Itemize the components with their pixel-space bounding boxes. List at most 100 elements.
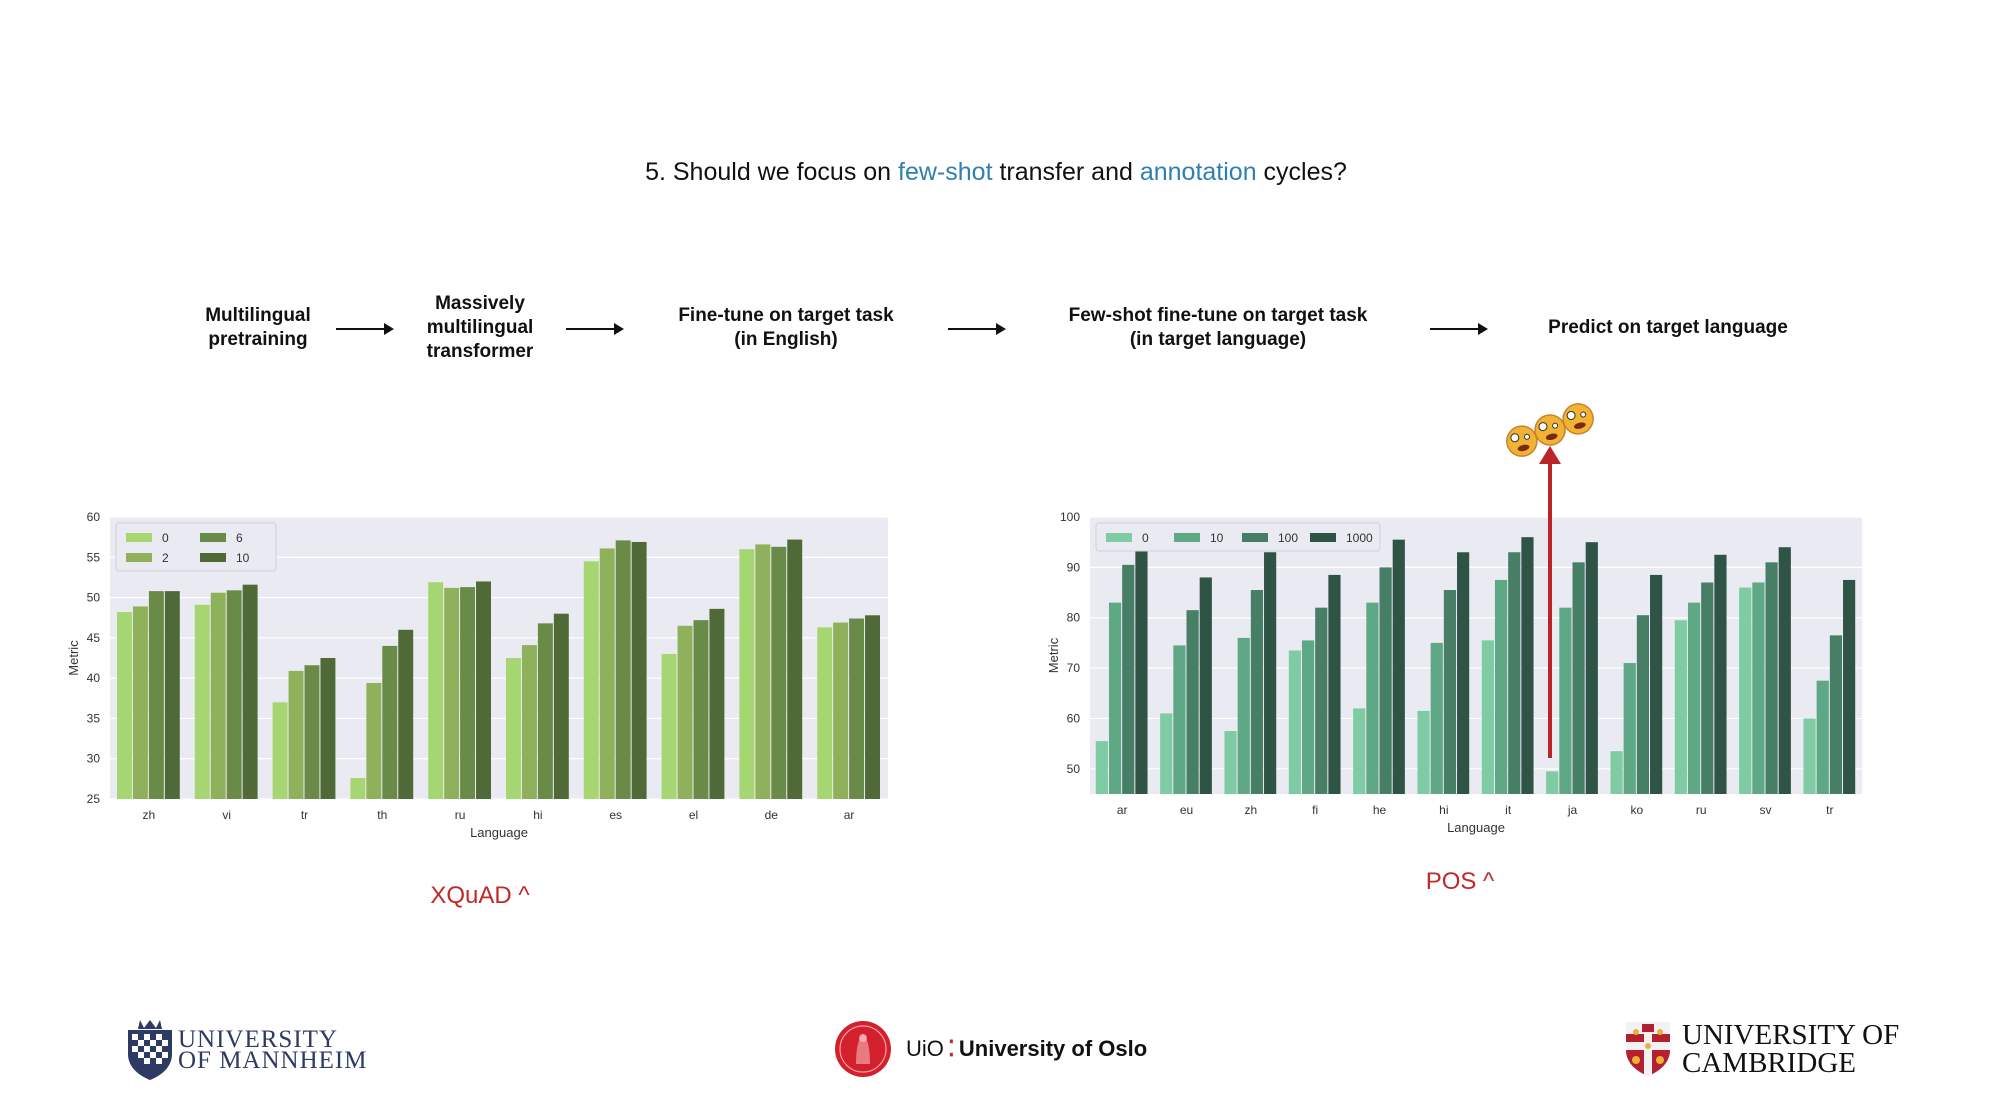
bar-th-2	[366, 682, 382, 799]
university-of-oslo-logo: UiO ⁚ University of Oslo	[834, 1020, 1147, 1078]
x-axis-label: Language	[1447, 820, 1505, 835]
bar-it-0	[1481, 640, 1494, 794]
bar-hi-0	[1417, 710, 1430, 794]
bar-ru-10	[1687, 602, 1701, 794]
pos-chart: 50 60 70 80 90 100 ar eu zh fi he hi it ja ko ru sv tr Lan…	[1032, 505, 1882, 850]
x-tick-label: it	[1505, 803, 1512, 817]
bar-th-6	[382, 645, 398, 799]
x-tick-label: ru	[455, 808, 466, 822]
y-tick-label: 30	[87, 752, 101, 766]
bar-es-2	[599, 548, 615, 799]
step-3-line-1: Fine-tune on target task	[678, 305, 894, 326]
cambridge-wordmark: UNIVERSITY OF CAMBRIDGE	[1682, 1019, 1900, 1079]
bar-sv-0	[1739, 587, 1752, 794]
oslo-short-name: UiO	[906, 1036, 944, 1061]
bar-zh-1000	[1264, 552, 1277, 794]
pipeline-step-3: Fine-tune on target task (in English)	[678, 304, 893, 352]
bar-tr-0	[1803, 718, 1816, 794]
pipeline-step-1: Multilingual pretraining	[205, 304, 311, 352]
step-5-line-1: Predict on target language	[1548, 317, 1788, 338]
x-tick-label: el	[689, 808, 698, 822]
oslo-wordmark: UiO ⁚ University of Oslo	[906, 1036, 1147, 1062]
legend-swatch	[1174, 533, 1200, 542]
x-tick-label: th	[377, 808, 387, 822]
y-tick-label: 40	[87, 671, 101, 685]
y-axis-label: Metric	[1046, 637, 1061, 673]
cambridge-line-1: UNIVERSITY OF	[1682, 1019, 1900, 1051]
bar-vi-6	[226, 590, 242, 799]
bar-hi-6	[537, 623, 553, 799]
bar-el-0	[661, 653, 677, 799]
bar-eu-1000	[1199, 577, 1212, 794]
slide-title: 5. Should we focus on few-shot transfer …	[0, 158, 1992, 187]
bar-sv-10	[1752, 582, 1765, 794]
bar-de-10	[787, 539, 803, 799]
cambridge-line-2: CAMBRIDGE	[1682, 1047, 1857, 1079]
bar-fi-100	[1315, 607, 1328, 794]
chart-legend: 0 2 6 10	[115, 522, 277, 572]
title-prefix: 5. Should we focus on	[645, 158, 899, 186]
bar-ar-10	[865, 615, 880, 799]
bar-it-100	[1508, 552, 1521, 794]
title-highlight-annotation: annotation	[1139, 158, 1257, 186]
bar-zh-0	[117, 612, 132, 799]
bar-ar-10	[1108, 602, 1122, 794]
x-tick-label: ru	[1696, 803, 1707, 817]
bar-ja-100	[1572, 562, 1585, 794]
xquad-caption: XQuAD ^	[430, 882, 530, 909]
x-axis-label: Language	[470, 825, 528, 840]
y-tick-label: 60	[87, 510, 101, 524]
y-tick-label: 60	[1067, 711, 1081, 725]
x-tick-label: tr	[1826, 803, 1833, 817]
bar-fi-1000	[1328, 574, 1341, 794]
bar-ja-1000	[1585, 542, 1598, 794]
bar-zh-10	[164, 591, 180, 799]
oslo-seal-icon	[835, 1021, 891, 1077]
bar-eu-0	[1160, 713, 1173, 794]
bar-fi-10	[1301, 640, 1315, 794]
bar-sv-1000	[1778, 547, 1791, 794]
step-2-line-3: transformer	[426, 341, 534, 362]
bar-zh-100	[1250, 590, 1264, 794]
pipeline-step-4: Few-shot fine-tune on target task (in ta…	[1069, 304, 1368, 352]
bar-zh-0	[1224, 731, 1237, 794]
x-tick-label: hi	[1439, 803, 1448, 817]
bar-tr-100	[1829, 635, 1843, 794]
bar-he-0	[1353, 708, 1366, 794]
bar-th-10	[398, 629, 414, 799]
legend-label: 0	[162, 531, 169, 545]
x-tick-label: ja	[1567, 803, 1578, 817]
oslo-full-name: University of Oslo	[958, 1036, 1148, 1061]
legend-label: 1000	[1346, 531, 1373, 545]
bar-hi-10	[553, 613, 569, 799]
bar-tr-6	[304, 665, 320, 799]
y-tick-label: 45	[87, 631, 101, 645]
y-axis-label: Metric	[66, 640, 81, 676]
legend-box	[115, 522, 277, 572]
bar-tr-10	[1816, 680, 1829, 794]
bar-ru-10	[476, 581, 491, 799]
bar-ko-10	[1623, 663, 1636, 794]
bar-tr-10	[320, 658, 336, 799]
bar-zh-2	[132, 606, 148, 799]
bar-el-2	[677, 625, 693, 799]
pipeline-arrow-4	[1430, 323, 1488, 335]
chart-legend: 0 10 100 1000	[1095, 522, 1381, 552]
xquad-chart: 25 30 35 40 45 50 55 60 zh vi tr th ru hi es el de ar Lang…	[50, 505, 910, 850]
bar-fi-0	[1288, 650, 1301, 794]
y-tick-label: 25	[87, 792, 101, 806]
bar-ru-0	[1674, 620, 1687, 794]
pipeline-step-2: Massively multilingual transformer	[427, 292, 534, 364]
bar-sv-100	[1765, 562, 1778, 794]
pos-caption: POS ^	[1425, 868, 1495, 895]
y-tick-label: 70	[1067, 661, 1081, 675]
bar-ru-2	[444, 587, 460, 799]
bar-he-100	[1379, 567, 1392, 794]
bar-hi-2	[521, 645, 537, 799]
y-tick-label: 55	[87, 550, 101, 564]
bar-it-10	[1494, 579, 1508, 794]
x-tick-label: eu	[1180, 803, 1193, 817]
mannheim-line-2: OF MANNHEIM	[178, 1047, 368, 1074]
bar-it-1000	[1521, 537, 1534, 794]
